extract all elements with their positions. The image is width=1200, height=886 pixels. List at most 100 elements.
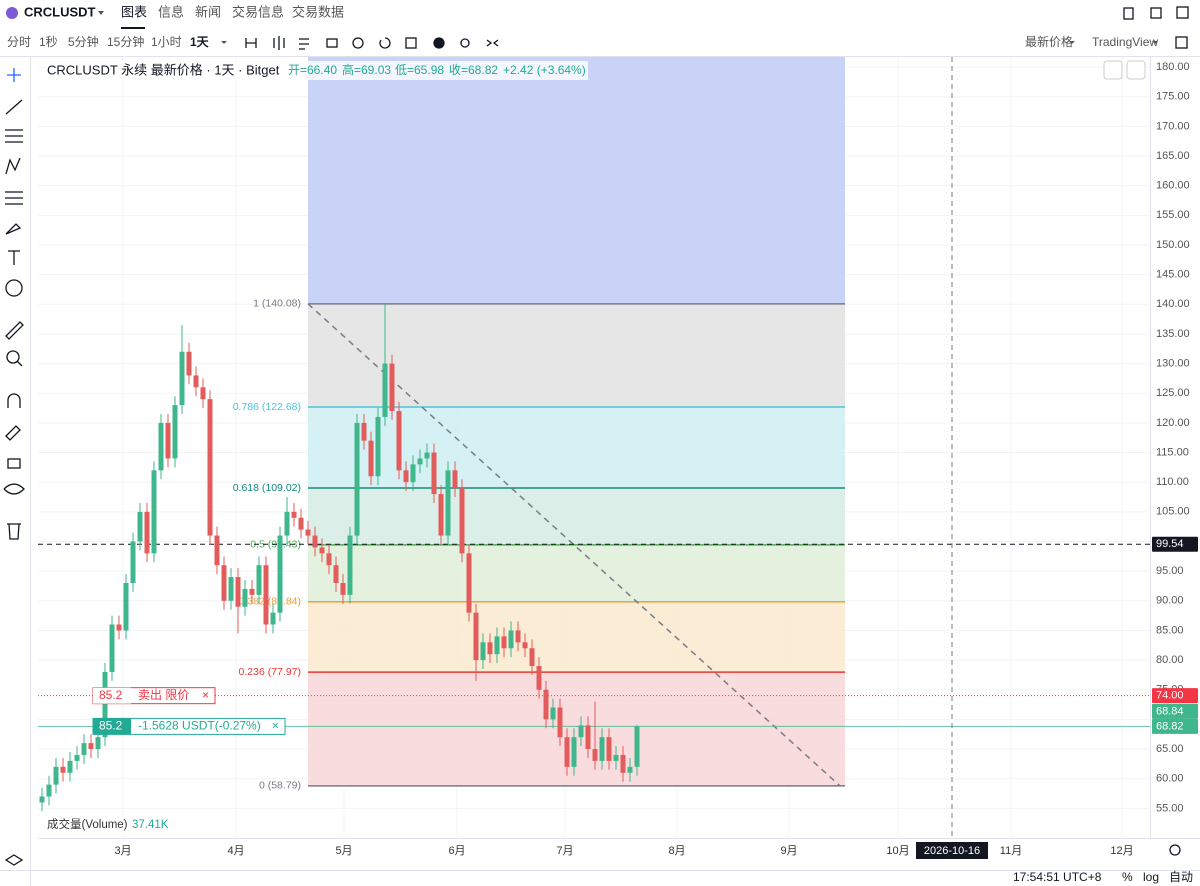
candle-body bbox=[480, 642, 486, 661]
tab[interactable]: 交易数据 bbox=[292, 4, 344, 19]
interval[interactable]: 1秒 bbox=[39, 35, 58, 49]
candle-body bbox=[186, 351, 192, 376]
candle-body bbox=[102, 671, 108, 738]
order-text: -1.5628 USDT(-0.27%) bbox=[138, 719, 261, 733]
candle-body bbox=[109, 624, 115, 672]
y-tick-label: 145.00 bbox=[1156, 269, 1190, 281]
tab[interactable]: 图表 bbox=[121, 4, 147, 19]
price-badge-label: 99.54 bbox=[1156, 538, 1184, 550]
interval[interactable]: 5分钟 bbox=[68, 34, 99, 49]
candle-body bbox=[60, 766, 66, 773]
candle-body bbox=[354, 422, 360, 536]
tab[interactable]: 新闻 bbox=[195, 4, 221, 19]
candle-body bbox=[613, 754, 619, 761]
engine[interactable]: TradingView bbox=[1092, 35, 1158, 49]
candle-body bbox=[39, 796, 45, 803]
icon[interactable] bbox=[1150, 7, 1162, 19]
candle-body bbox=[249, 588, 255, 595]
candle-body bbox=[53, 766, 59, 785]
drawing-tools[interactable] bbox=[3, 68, 25, 540]
dropdown[interactable] bbox=[1152, 41, 1158, 44]
candle-body bbox=[396, 411, 402, 471]
interval[interactable]: 15分钟 bbox=[107, 34, 144, 49]
tab[interactable]: 信息 bbox=[158, 4, 184, 19]
y-tick-label: 105.00 bbox=[1156, 506, 1190, 518]
candle-body bbox=[445, 470, 451, 536]
x-tick-label: 6月 bbox=[448, 845, 465, 857]
interval-menu[interactable] bbox=[221, 41, 227, 44]
candle-body bbox=[235, 577, 241, 607]
candle-body bbox=[144, 511, 150, 554]
candle-body bbox=[361, 422, 367, 441]
y-tick-label: 65.00 bbox=[1156, 743, 1184, 755]
y-tick-label: 55.00 bbox=[1156, 802, 1184, 814]
log-toggle[interactable]: log bbox=[1143, 870, 1159, 884]
scroll-btn[interactable] bbox=[1103, 60, 1123, 80]
icon[interactable] bbox=[1176, 6, 1189, 19]
x-tick-label: 4月 bbox=[227, 845, 244, 857]
price-source[interactable]: 最新价格 bbox=[1025, 34, 1073, 49]
interval[interactable]: 1天 bbox=[190, 35, 210, 49]
candle-body bbox=[494, 636, 500, 655]
price-badge bbox=[1152, 688, 1198, 704]
legend-bg bbox=[44, 61, 588, 80]
auto-toggle[interactable]: 自动 bbox=[1169, 870, 1193, 884]
legend-open: 开=66.40 bbox=[288, 63, 337, 77]
order-close[interactable]: × bbox=[202, 688, 209, 702]
symbol-menu[interactable] bbox=[98, 11, 104, 15]
candle-body bbox=[592, 749, 598, 761]
icon[interactable] bbox=[1123, 7, 1134, 20]
candle-body bbox=[508, 630, 514, 649]
crosshair-date-bg bbox=[916, 842, 988, 859]
interval[interactable]: 1小时 bbox=[151, 35, 182, 49]
candle-body bbox=[452, 470, 458, 489]
price-badge bbox=[1152, 703, 1198, 719]
layers[interactable] bbox=[4, 854, 24, 866]
candle-body bbox=[403, 470, 409, 483]
percent-toggle[interactable]: % bbox=[1122, 870, 1133, 884]
candle-body bbox=[487, 642, 493, 655]
x-tick-label: 10月 bbox=[886, 845, 909, 857]
fib-zone bbox=[308, 544, 845, 602]
x-tick-label: 7月 bbox=[556, 845, 573, 857]
dropdown[interactable] bbox=[1069, 41, 1075, 44]
candle-body bbox=[158, 422, 164, 471]
tab[interactable]: 交易信息 bbox=[232, 4, 284, 19]
y-tick-label: 170.00 bbox=[1156, 120, 1190, 132]
fullscreen[interactable] bbox=[1175, 36, 1188, 49]
candle-body bbox=[95, 737, 101, 750]
candle-body bbox=[270, 612, 276, 625]
y-tick-label: 115.00 bbox=[1156, 446, 1189, 458]
x-tick-label: 3月 bbox=[114, 845, 131, 857]
price-badge-label: 68.82 bbox=[1156, 720, 1184, 732]
legend-change: +2.42 (+3.64%) bbox=[503, 63, 586, 77]
candle-body bbox=[627, 766, 633, 773]
order-price-bg bbox=[93, 687, 131, 704]
candle-body bbox=[179, 351, 185, 406]
candle-body bbox=[228, 577, 234, 601]
candle-body bbox=[151, 470, 157, 554]
order-price-bg bbox=[93, 718, 131, 735]
order-price: 85.2 bbox=[99, 719, 123, 733]
settings[interactable] bbox=[1169, 844, 1181, 856]
reset-btn[interactable] bbox=[1126, 60, 1146, 80]
interval[interactable]: 分时 bbox=[7, 35, 31, 49]
y-tick-label: 110.00 bbox=[1156, 476, 1189, 488]
x-tick-label: 12月 bbox=[1110, 845, 1133, 857]
candle-body bbox=[207, 399, 213, 536]
x-tick-label: 5月 bbox=[335, 845, 352, 857]
trend-line bbox=[307, 303, 841, 787]
candle-body bbox=[333, 565, 339, 584]
candle-body bbox=[459, 488, 465, 554]
candle-body bbox=[389, 363, 395, 412]
candle-body bbox=[557, 707, 563, 738]
candle-body bbox=[74, 754, 80, 761]
fib-label: 0.786 (122.68) bbox=[233, 401, 301, 413]
toolbar-icons[interactable] bbox=[245, 36, 499, 50]
y-tick-label: 180.00 bbox=[1156, 61, 1190, 73]
volume-label: 成交量(Volume) bbox=[47, 817, 128, 831]
order-close[interactable]: × bbox=[272, 719, 279, 733]
symbol[interactable]: CRCLUSDT bbox=[24, 4, 96, 19]
fib-zone bbox=[308, 672, 845, 786]
